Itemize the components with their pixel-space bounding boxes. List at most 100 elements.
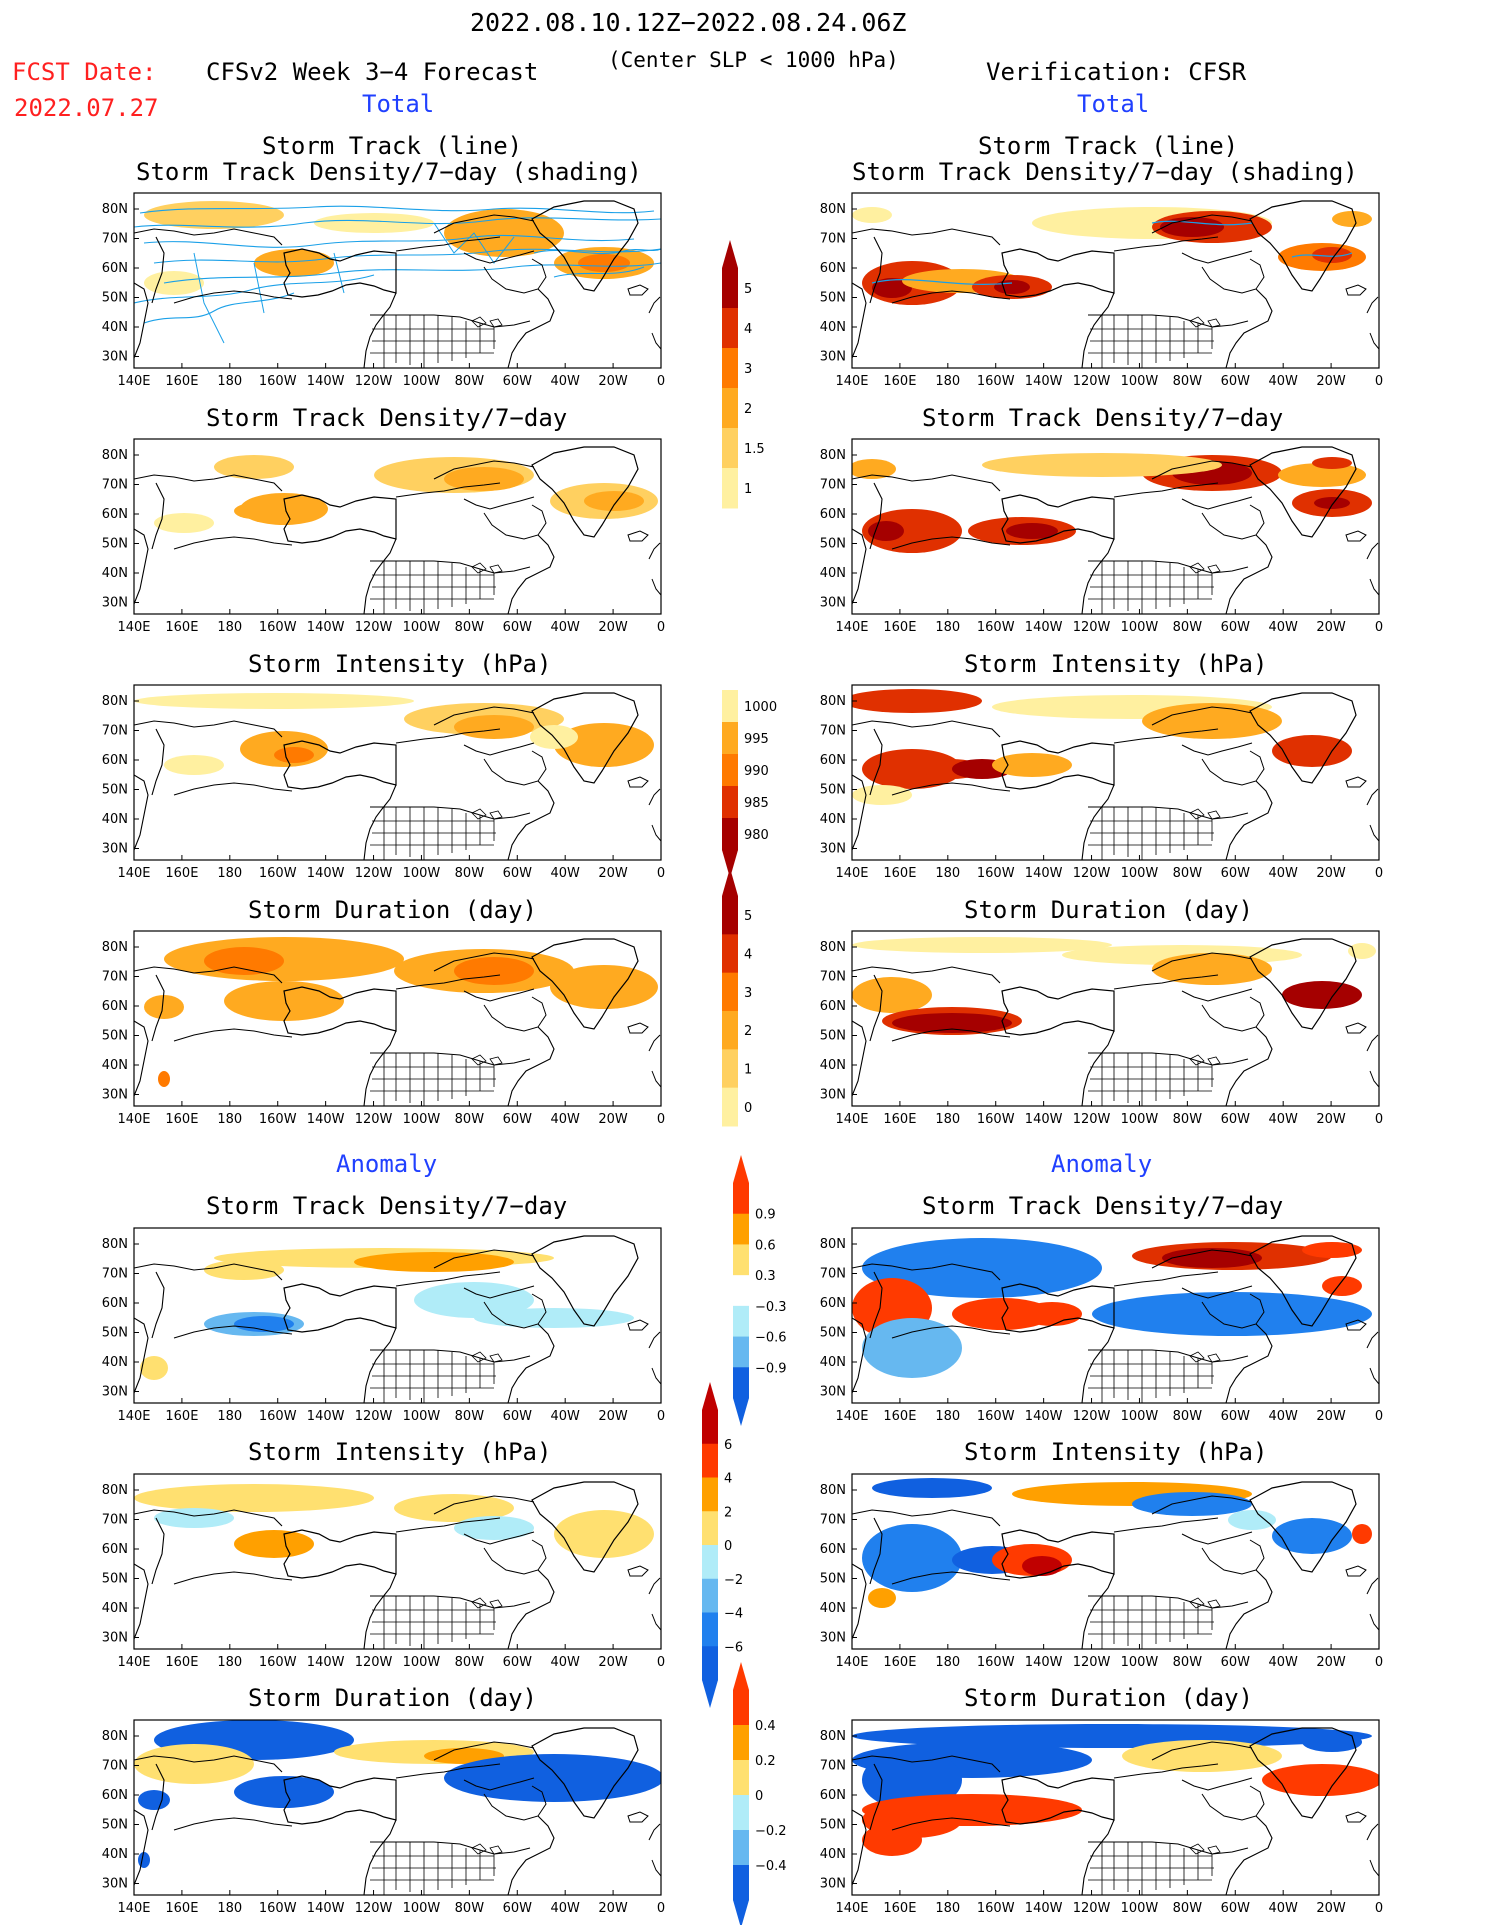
lon-label: 40W <box>550 374 580 389</box>
map-panel: 80N 70N 60N 50N 40N 30N 140E 160E 180 160W 140W 120… <box>820 684 1383 881</box>
shading-region <box>454 715 534 739</box>
shading-region <box>852 785 912 805</box>
map-frame <box>133 1719 662 1896</box>
shading-region <box>1278 463 1366 487</box>
colorbar-label: −0.4 <box>755 1859 787 1874</box>
lon-label: 80W <box>455 866 485 881</box>
lat-label: 60N <box>102 1296 128 1311</box>
lon-label: 40W <box>550 1901 580 1916</box>
map-frame <box>851 1719 1380 1896</box>
shading-region <box>554 1510 654 1558</box>
lon-label: 20W <box>1316 1112 1346 1127</box>
shading-region <box>1092 1292 1372 1336</box>
lon-label: 160E <box>165 866 198 881</box>
colorbar-label: 0.6 <box>755 1238 776 1253</box>
colorbar-label: 4 <box>724 1472 732 1487</box>
lon-label: 180 <box>217 1655 242 1670</box>
lon-label: 60W <box>503 374 533 389</box>
lat-label: 30N <box>102 1631 128 1646</box>
map-panel: 80N 70N 60N 50N 40N 30N 140E 160E 180 160W 140W 120… <box>102 684 665 881</box>
shading-region <box>1282 981 1362 1009</box>
lon-label: 140W <box>307 866 345 881</box>
lat-label: 40N <box>102 1058 128 1073</box>
shading-region <box>994 280 1030 294</box>
colorbar-label: 2 <box>724 1505 732 1520</box>
lon-label: 80W <box>455 374 485 389</box>
shading-region <box>444 467 524 491</box>
lon-label: 40W <box>1268 374 1298 389</box>
lat-label: 30N <box>102 1088 128 1103</box>
lon-label: 140W <box>1025 620 1063 635</box>
lat-label: 50N <box>820 783 846 798</box>
lat-label: 60N <box>820 999 846 1014</box>
lon-label: 100W <box>1121 1901 1159 1916</box>
shading-region <box>154 513 214 533</box>
colorbar-duration: 5 4 3 2 1 0 <box>722 868 752 1127</box>
lon-label: 160W <box>259 1112 297 1127</box>
colorbar-intensity-anom: 6 4 2 0 −2 −4 −6 <box>702 1382 743 1708</box>
colorbar-swatch <box>702 1443 718 1478</box>
lat-label: 40N <box>102 1847 128 1862</box>
title-storm-track-shading-left: Storm Track Density/7−day (shading) <box>136 158 642 186</box>
lon-label: 120W <box>1073 1901 1111 1916</box>
lat-label: 60N <box>102 1788 128 1803</box>
lon-label: 160W <box>977 1409 1015 1424</box>
lat-label: 70N <box>102 1267 128 1282</box>
shading-region <box>444 1754 661 1802</box>
shading-region <box>1160 217 1224 237</box>
lat-label: 70N <box>102 232 128 247</box>
lat-label: 50N <box>820 1818 846 1833</box>
shading-region <box>254 249 334 277</box>
lat-label: 70N <box>102 478 128 493</box>
colorbar-label: −2 <box>724 1573 743 1588</box>
shading-region <box>1272 1518 1352 1554</box>
lon-label: 60W <box>1221 620 1251 635</box>
colorbar-swatch <box>702 1612 718 1647</box>
lat-label: 50N <box>102 783 128 798</box>
colorbar-label: 980 <box>744 828 769 843</box>
lon-label: 140E <box>117 1901 150 1916</box>
colorbar-label: −0.2 <box>755 1824 787 1839</box>
shading-region <box>234 1530 314 1558</box>
lon-label: 180 <box>935 620 960 635</box>
lon-label: 0 <box>1375 1409 1383 1424</box>
shading-region <box>354 1252 514 1272</box>
shading-region <box>144 271 204 295</box>
colorbar-swatch <box>722 308 738 349</box>
section-anomaly-left: Anomaly <box>336 1150 438 1178</box>
lon-label: 160E <box>165 1655 198 1670</box>
lon-label: 160W <box>977 1655 1015 1670</box>
section-total-left: Total <box>362 90 435 118</box>
colorbar-swatch <box>733 1305 749 1338</box>
lon-label: 0 <box>1375 374 1383 389</box>
lon-label: 100W <box>403 1901 441 1916</box>
lon-label: 60W <box>503 1655 533 1670</box>
lon-label: 60W <box>503 1901 533 1916</box>
lon-label: 140E <box>835 1409 868 1424</box>
lon-label: 120W <box>1073 1409 1111 1424</box>
storm-track-lines <box>871 220 1353 285</box>
colorbar-label: 3 <box>744 362 752 377</box>
lon-label: 60W <box>503 1409 533 1424</box>
lat-label: 50N <box>102 291 128 306</box>
lon-label: 140E <box>835 620 868 635</box>
map-frame <box>133 1227 662 1404</box>
lat-label: 40N <box>820 566 846 581</box>
lat-label: 30N <box>820 1385 846 1400</box>
shading-region <box>1142 703 1282 739</box>
colorbar-swatch <box>733 1830 749 1866</box>
shading-region <box>158 1071 170 1087</box>
lat-label: 60N <box>820 1788 846 1803</box>
lon-label: 60W <box>1221 374 1251 389</box>
lon-label: 0 <box>1375 866 1383 881</box>
lon-label: 100W <box>403 374 441 389</box>
lon-label: 180 <box>935 1409 960 1424</box>
shading-region <box>454 957 534 985</box>
shading-region <box>214 455 294 479</box>
lat-label: 80N <box>820 694 846 709</box>
lat-label: 70N <box>820 1267 846 1282</box>
title-density-anom-right: Storm Track Density/7−day <box>922 1192 1284 1220</box>
lon-label: 0 <box>657 1901 665 1916</box>
lon-label: 80W <box>1173 620 1203 635</box>
shading-region <box>862 1824 922 1856</box>
